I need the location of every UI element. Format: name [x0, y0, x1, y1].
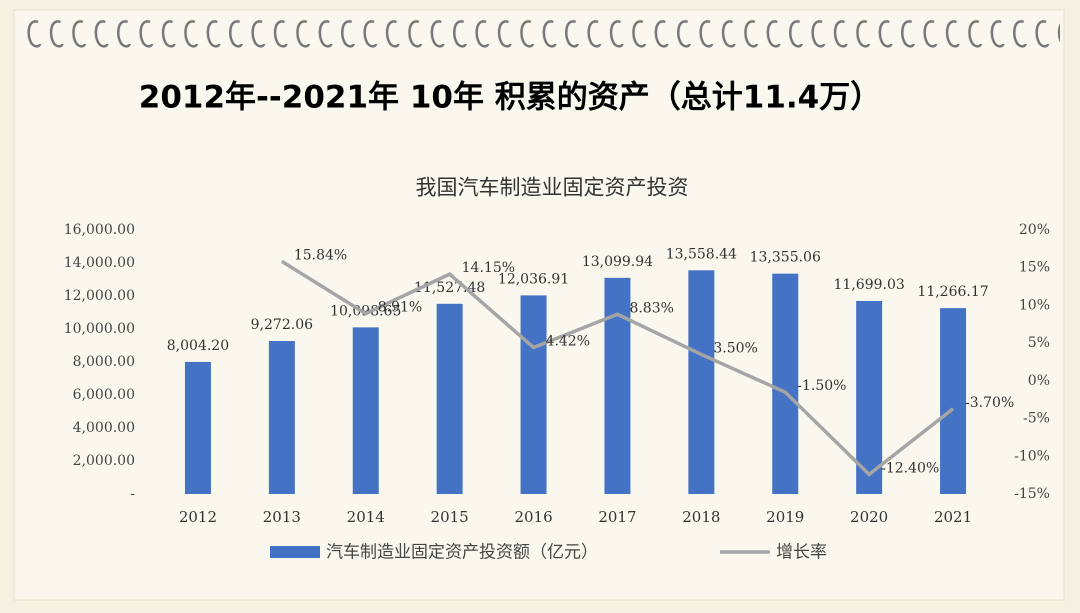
bar-value-label: 13,355.06 — [750, 250, 821, 266]
bar — [604, 277, 631, 494]
line-value-label: -12.40% — [881, 460, 939, 476]
y-tick-label: 2,000.00 — [73, 453, 135, 469]
bar — [184, 361, 211, 494]
binder-rings — [22, 14, 1060, 54]
x-tick-label: 2017 — [598, 508, 636, 526]
x-tick-label: 2018 — [682, 508, 720, 526]
bar-value-label: 10,098.65 — [330, 303, 401, 319]
y2-tick-label: 10% — [1019, 297, 1050, 313]
bar-value-label: 8,004.20 — [167, 338, 229, 354]
y2-tick-label: 5% — [1028, 335, 1050, 351]
x-tick-label: 2012 — [179, 508, 217, 526]
line-value-label: 8.91% — [378, 300, 422, 316]
bar — [856, 300, 883, 494]
line-value-label: 15.84% — [294, 247, 347, 263]
line-value-label: 14.15% — [462, 260, 515, 276]
y2-tick-label: -10% — [1014, 448, 1050, 464]
x-tick-label: 2019 — [766, 508, 804, 526]
bar — [520, 295, 547, 494]
x-tick-label: 2014 — [347, 508, 385, 526]
legend-swatch — [270, 546, 320, 558]
x-tick-label: 2015 — [431, 508, 469, 526]
y-tick-label: 12,000.00 — [64, 288, 135, 304]
growth-line — [280, 259, 955, 477]
line-value-label: -1.50% — [797, 378, 846, 394]
y2-tick-label: -15% — [1014, 486, 1050, 502]
x-tick-label: 2020 — [850, 508, 888, 526]
chart-title: 我国汽车制造业固定资产投资 — [416, 176, 689, 200]
legend-label: 汽车制造业固定资产投资额（亿元） — [326, 543, 598, 563]
bar — [772, 273, 799, 494]
bar-value-label: 12,036.91 — [498, 271, 569, 287]
y2-tick-label: 15% — [1019, 260, 1050, 276]
bar-value-label: 13,558.44 — [666, 246, 737, 262]
y-tick-label: 16,000.00 — [64, 222, 135, 238]
line-value-label: 8.83% — [629, 300, 673, 316]
line-value-label: -3.70% — [965, 395, 1014, 411]
x-tick-label: 2013 — [263, 508, 301, 526]
legend-label: 增长率 — [776, 543, 827, 563]
y-tick-label: - — [130, 486, 135, 502]
y2-tick-label: -5% — [1023, 411, 1050, 427]
bar — [436, 303, 463, 494]
y-tick-label: 6,000.00 — [73, 387, 135, 403]
y2-tick-label: 0% — [1028, 373, 1050, 389]
bar — [352, 327, 379, 494]
x-tick-label: 2016 — [514, 508, 552, 526]
x-tick-label: 2021 — [934, 508, 972, 526]
bar-value-label: 13,099.94 — [582, 254, 653, 270]
y2-tick-label: 20% — [1019, 222, 1050, 238]
bar-value-label: 11,266.17 — [917, 284, 988, 300]
bar — [688, 270, 715, 494]
line-value-label: 3.50% — [713, 340, 757, 356]
bar-value-label: 11,699.03 — [834, 277, 905, 293]
y-tick-label: 4,000.00 — [73, 420, 135, 436]
bar-value-label: 9,272.06 — [251, 317, 313, 333]
y-tick-label: 8,000.00 — [73, 354, 135, 370]
y-tick-label: 14,000.00 — [64, 255, 135, 271]
slide-title: 2012年--2021年 10年 积累的资产（总计11.4万） — [139, 80, 882, 116]
y-tick-label: 10,000.00 — [64, 321, 135, 337]
bar — [940, 308, 967, 494]
line-value-label: 4.42% — [546, 334, 590, 350]
bar — [268, 341, 295, 494]
